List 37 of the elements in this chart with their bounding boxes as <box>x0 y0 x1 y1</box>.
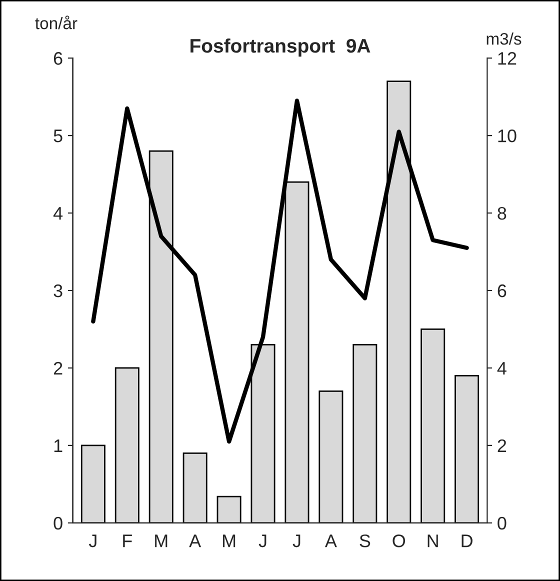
chart-title: Fosfortransport 9A <box>190 38 370 57</box>
y-tick-label: 0 <box>54 516 62 530</box>
y2-tick-label: 0 <box>498 516 506 530</box>
bar <box>352 344 378 523</box>
x-tick-label: O <box>392 534 406 548</box>
x-tick-label: M <box>155 534 168 548</box>
bar <box>420 328 446 523</box>
x-tick-label: A <box>189 534 202 548</box>
x-tick-label: N <box>428 534 438 548</box>
bar <box>80 444 106 523</box>
bar <box>114 367 140 523</box>
y2-axis-title: m3/s <box>486 32 522 45</box>
bar <box>182 452 208 523</box>
y2-tick-label: 2 <box>498 439 506 452</box>
y-tick-label: 3 <box>54 284 62 298</box>
y2-tick-label: 12 <box>498 52 516 65</box>
bar <box>216 496 242 523</box>
y2-tick-label: 6 <box>498 284 506 298</box>
x-tick-label: M <box>223 534 236 548</box>
y2-tick-label: 10 <box>498 130 516 142</box>
x-tick-label: D <box>462 534 472 548</box>
x-tick-label: F <box>123 534 132 548</box>
y-axis-title: ton/år <box>35 16 78 30</box>
y2-tick-label: 8 <box>498 206 506 220</box>
y-tick-label: 4 <box>53 207 63 220</box>
x-tick-label: J <box>258 534 266 548</box>
x-tick-label: A <box>324 534 337 548</box>
bar <box>318 390 344 523</box>
x-tick-label: J <box>88 534 96 548</box>
y-tick-label: 2 <box>54 362 62 375</box>
y2-tick-label: 4 <box>497 362 506 375</box>
x-tick-label: J <box>292 534 300 548</box>
x-tick-label: S <box>360 534 370 548</box>
y-tick-label: 5 <box>54 130 62 142</box>
y-tick-label: 6 <box>54 52 62 65</box>
y-tick-label: 1 <box>54 440 62 452</box>
bar <box>454 375 480 523</box>
